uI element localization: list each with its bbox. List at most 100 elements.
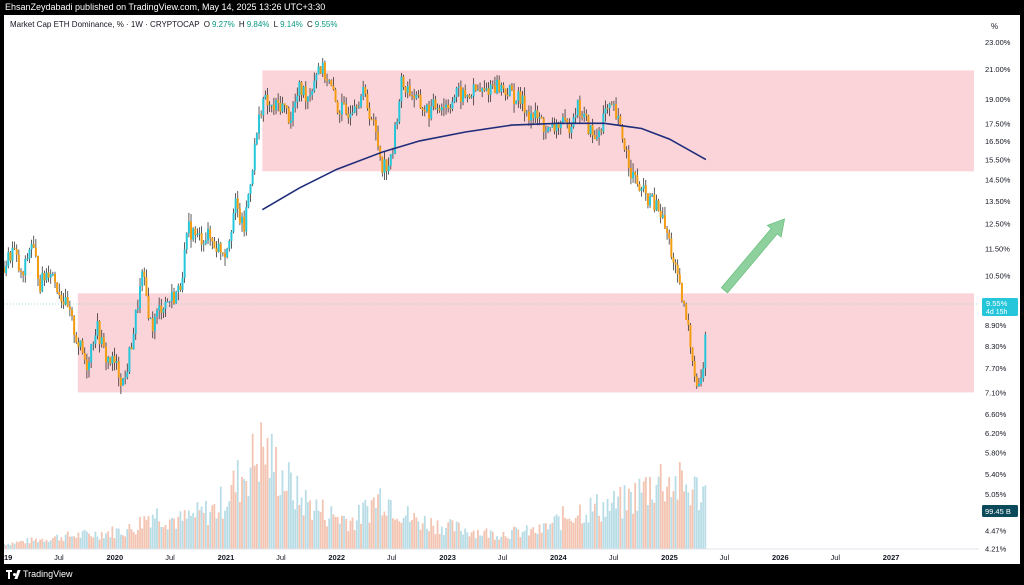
candle-body: [292, 107, 295, 121]
candle-body: [428, 104, 431, 119]
volume-bar: [640, 492, 643, 549]
candle-body: [328, 80, 331, 82]
time-tick-label: 2023: [439, 553, 456, 562]
price-tick-label: 14.50%: [985, 175, 1011, 184]
volume-bar: [290, 472, 292, 549]
volume-bar: [511, 530, 513, 549]
volume-bar: [77, 532, 80, 549]
candle-body: [572, 117, 575, 127]
volume-bar: [66, 531, 69, 549]
volume-bar: [128, 524, 131, 549]
price-axis[interactable]: [979, 15, 1020, 564]
candle-body: [595, 137, 598, 139]
publisher-bar: EhsanZeydabadi published on TradingView.…: [0, 0, 1024, 15]
volume-bar: [287, 462, 290, 549]
candle-body: [200, 233, 203, 245]
candle-body: [54, 273, 57, 283]
volume-bar: [102, 538, 105, 549]
candle-body: [653, 194, 656, 211]
candle-body: [245, 207, 248, 232]
price-tick-label: 15.50%: [985, 156, 1011, 165]
candle-body: [640, 188, 643, 191]
price-tick-label: 5.40%: [985, 470, 1007, 479]
volume-bar: [113, 538, 116, 549]
candle-body: [432, 99, 435, 107]
candle-body: [30, 243, 33, 250]
volume-bar: [693, 476, 696, 549]
volume-bar: [555, 514, 558, 549]
candle-body: [306, 96, 309, 102]
candle-body: [417, 94, 420, 96]
volume-bar: [17, 542, 20, 549]
candle-body: [691, 347, 694, 362]
candle-body: [685, 303, 688, 320]
volume-bar: [196, 502, 199, 549]
volume-bar: [355, 520, 358, 549]
candle-body: [98, 321, 101, 345]
candle-body: [315, 74, 318, 81]
candle-body: [391, 153, 394, 155]
candle-body: [323, 62, 326, 80]
volume-bar: [443, 534, 445, 549]
candle-body: [102, 337, 105, 347]
candle-body: [126, 371, 129, 378]
chart-pane[interactable]: % 23.00% 21.00% 19.00% 17.50% 16.50% 15.50% 14.…: [4, 15, 1020, 564]
candle-body: [51, 273, 54, 275]
volume-bar: [528, 535, 530, 549]
volume-bar: [515, 527, 518, 549]
volume-bar: [372, 497, 375, 549]
candle-body: [283, 103, 286, 106]
candle-body: [621, 125, 624, 139]
candle-body: [357, 106, 360, 108]
candle-body: [421, 108, 424, 111]
candle-body: [678, 274, 681, 284]
time-tick-label: Jul: [276, 553, 286, 562]
volume-bar: [364, 499, 367, 549]
candle-body: [510, 85, 513, 91]
candle-body: [549, 127, 552, 129]
candle-body: [593, 135, 596, 139]
volume-bar: [190, 515, 192, 549]
volume-bar: [341, 515, 343, 549]
volume-bar: [653, 502, 656, 549]
volume-bar: [228, 501, 231, 549]
volume-bar: [279, 494, 282, 549]
low-value: 9.14%: [280, 20, 303, 29]
candle-body: [702, 368, 705, 379]
volume-bar: [122, 535, 124, 549]
candle-body: [143, 271, 146, 277]
volume-bar: [175, 528, 178, 549]
candle-body: [389, 154, 392, 166]
volume-bar: [39, 539, 42, 549]
candle-body: [253, 143, 256, 171]
candle-body: [385, 159, 388, 172]
candle-body: [438, 108, 441, 111]
close-label: C: [307, 20, 313, 29]
candle-body: [26, 258, 29, 260]
volume-bar: [630, 491, 632, 549]
volume-bar: [217, 512, 220, 549]
candle-body: [232, 213, 235, 232]
volume-bar: [11, 542, 14, 549]
volume-bar: [213, 503, 216, 549]
candle-body: [243, 216, 246, 232]
volume-bar: [687, 492, 690, 549]
volume-bar: [387, 499, 390, 549]
volume-bar: [321, 499, 324, 549]
volume-bar: [674, 476, 677, 549]
volume-bar: [440, 526, 443, 549]
candle-body: [194, 228, 197, 236]
volume-bar: [90, 536, 93, 549]
candle-body: [379, 146, 382, 157]
candle-body: [525, 111, 528, 113]
volume-bar: [587, 522, 590, 549]
volume-bar: [7, 543, 10, 549]
volume-bar: [370, 500, 373, 549]
tradingview-brand[interactable]: TradingView: [6, 569, 73, 579]
volume-bar: [460, 530, 462, 549]
candle-body: [642, 185, 645, 189]
price-chart[interactable]: % 23.00% 21.00% 19.00% 17.50% 16.50% 15.50% 14.…: [4, 15, 1020, 564]
volume-bar: [608, 510, 611, 549]
volume-bar: [281, 470, 284, 549]
